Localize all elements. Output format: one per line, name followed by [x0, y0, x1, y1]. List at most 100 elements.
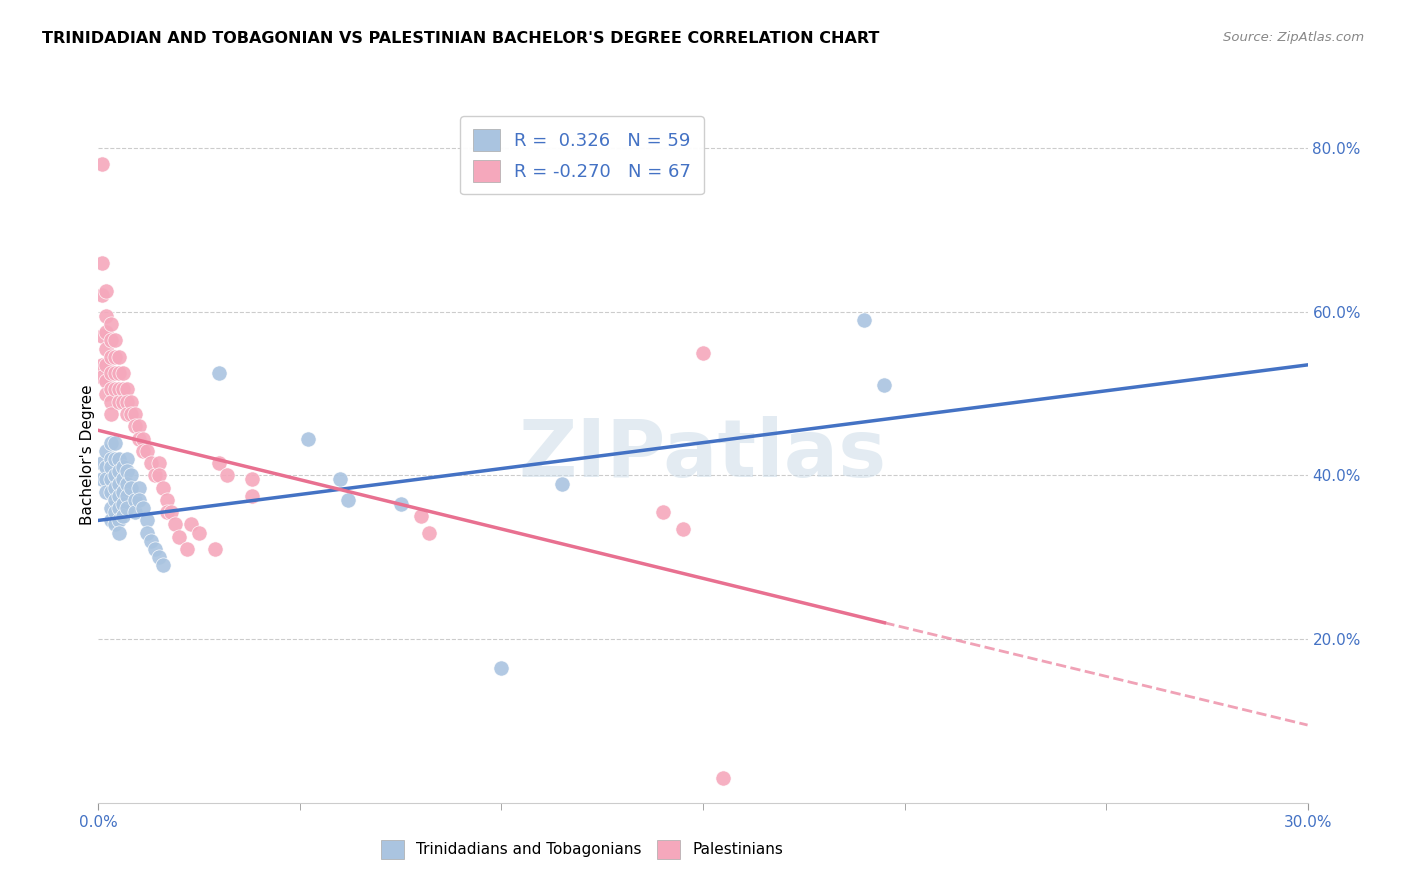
Point	[107, 476, 129, 491]
Point	[240, 489, 263, 503]
Point	[180, 517, 202, 532]
Point	[853, 313, 876, 327]
Point	[124, 505, 146, 519]
Point	[156, 492, 179, 507]
Point	[128, 481, 150, 495]
Point	[103, 383, 125, 397]
Point	[111, 473, 134, 487]
Point	[103, 350, 125, 364]
Point	[143, 468, 166, 483]
Point	[120, 407, 142, 421]
Point	[329, 473, 352, 487]
Point	[96, 309, 118, 323]
Point	[124, 419, 146, 434]
Point	[389, 497, 412, 511]
Point	[163, 517, 186, 532]
Point	[208, 456, 231, 470]
Point	[176, 542, 198, 557]
Point	[91, 370, 114, 384]
Point	[96, 342, 118, 356]
Point	[100, 334, 122, 348]
Point	[96, 374, 118, 388]
Point	[240, 473, 263, 487]
Point	[100, 394, 122, 409]
Point	[100, 513, 122, 527]
Point	[103, 468, 125, 483]
Point	[337, 492, 360, 507]
Point	[103, 334, 125, 348]
Point	[107, 394, 129, 409]
Point	[148, 550, 170, 565]
Point	[148, 468, 170, 483]
Point	[111, 394, 134, 409]
Point	[103, 435, 125, 450]
Point	[100, 366, 122, 380]
Point	[103, 517, 125, 532]
Point	[103, 505, 125, 519]
Point	[96, 386, 118, 401]
Point	[96, 284, 118, 298]
Point	[148, 456, 170, 470]
Point	[188, 525, 211, 540]
Point	[100, 383, 122, 397]
Point	[711, 771, 734, 785]
Point	[100, 484, 122, 499]
Point	[128, 432, 150, 446]
Point	[651, 505, 673, 519]
Point	[135, 513, 157, 527]
Point	[107, 383, 129, 397]
Point	[152, 481, 174, 495]
Text: Source: ZipAtlas.com: Source: ZipAtlas.com	[1223, 31, 1364, 45]
Point	[107, 501, 129, 516]
Point	[111, 383, 134, 397]
Point	[111, 497, 134, 511]
Point	[132, 443, 155, 458]
Point	[139, 533, 162, 548]
Point	[418, 525, 440, 540]
Point	[115, 501, 138, 516]
Point	[115, 452, 138, 467]
Point	[115, 383, 138, 397]
Point	[115, 476, 138, 491]
Point	[91, 255, 114, 269]
Point	[167, 530, 190, 544]
Point	[115, 489, 138, 503]
Text: TRINIDADIAN AND TOBAGONIAN VS PALESTINIAN BACHELOR'S DEGREE CORRELATION CHART: TRINIDADIAN AND TOBAGONIAN VS PALESTINIA…	[42, 31, 880, 46]
Point	[672, 522, 695, 536]
Point	[120, 481, 142, 495]
Point	[100, 460, 122, 475]
Point	[96, 460, 118, 475]
Point	[152, 558, 174, 573]
Point	[115, 464, 138, 478]
Point	[107, 489, 129, 503]
Point	[91, 288, 114, 302]
Point	[100, 473, 122, 487]
Point	[111, 484, 134, 499]
Point	[100, 435, 122, 450]
Point	[103, 452, 125, 467]
Point	[139, 456, 162, 470]
Point	[100, 350, 122, 364]
Point	[107, 452, 129, 467]
Point	[128, 419, 150, 434]
Y-axis label: Bachelor's Degree: Bachelor's Degree	[80, 384, 94, 525]
Point	[91, 157, 114, 171]
Point	[103, 481, 125, 495]
Text: ZIPatlas: ZIPatlas	[519, 416, 887, 494]
Point	[208, 366, 231, 380]
Point	[107, 464, 129, 478]
Point	[120, 394, 142, 409]
Point	[96, 443, 118, 458]
Point	[111, 509, 134, 524]
Point	[128, 492, 150, 507]
Point	[91, 329, 114, 343]
Point	[91, 456, 114, 470]
Point	[143, 542, 166, 557]
Legend: Trinidadians and Tobagonians, Palestinians: Trinidadians and Tobagonians, Palestinia…	[375, 834, 789, 864]
Point	[96, 473, 118, 487]
Point	[115, 394, 138, 409]
Point	[491, 661, 513, 675]
Point	[156, 505, 179, 519]
Point	[111, 460, 134, 475]
Point	[873, 378, 896, 392]
